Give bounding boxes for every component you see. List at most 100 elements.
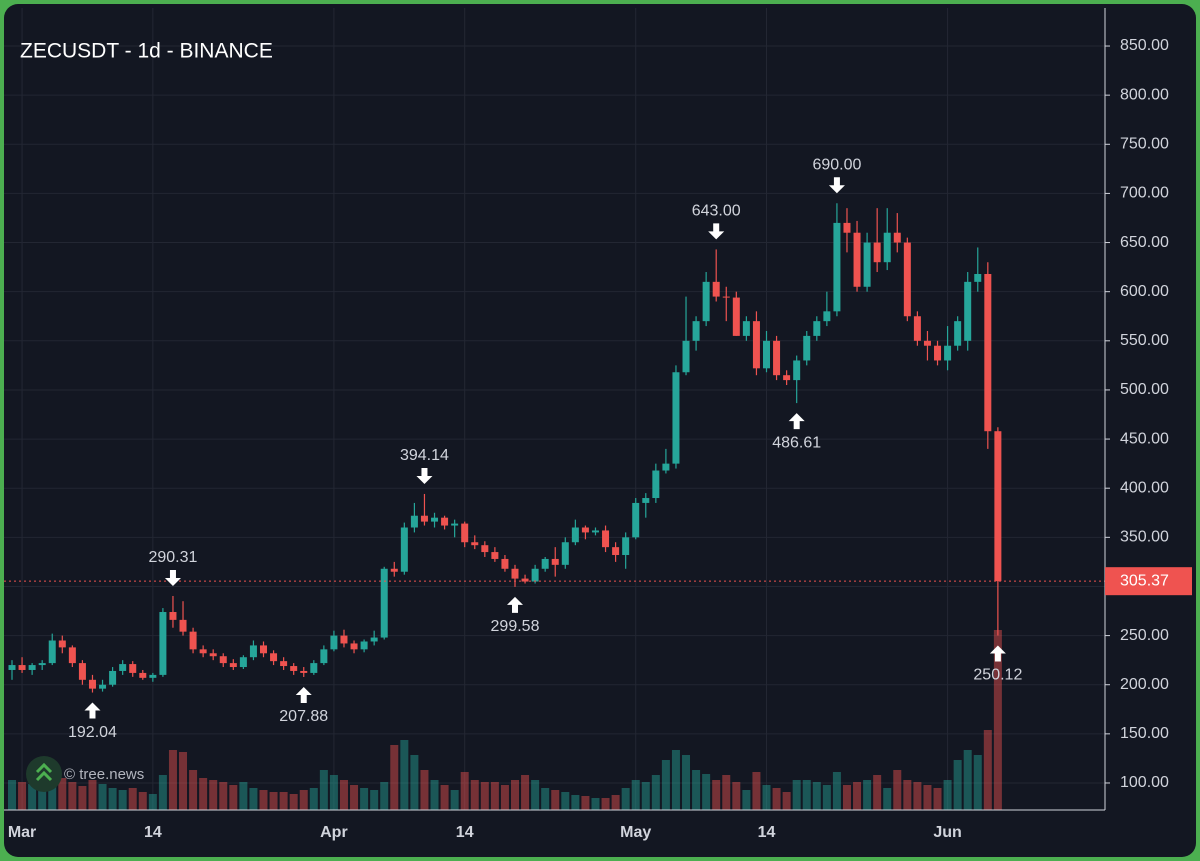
candle-body: [68, 647, 76, 664]
volume-bar: [148, 794, 157, 810]
volume-bar: [752, 772, 761, 810]
candle-body: [38, 663, 46, 666]
volume-bar: [289, 794, 298, 810]
x-tick-label: 14: [456, 824, 474, 841]
candle-body: [189, 631, 197, 650]
y-tick-label: 850.00: [1120, 37, 1169, 54]
volume-bar: [621, 788, 630, 810]
arrow-down: [828, 177, 845, 194]
volume-bar: [249, 788, 258, 810]
volume-bar: [118, 790, 127, 810]
candle-body: [974, 273, 982, 282]
annotation-label: 394.14: [400, 447, 449, 464]
volume-bar: [279, 792, 288, 810]
candle-body: [350, 643, 358, 650]
candle-body: [119, 664, 127, 671]
volume-bar: [822, 785, 831, 810]
volume-bar: [742, 790, 751, 810]
volume-bar: [420, 770, 429, 810]
arrow-up: [295, 686, 312, 703]
candle-body: [219, 656, 227, 664]
y-tick-label: 600.00: [1120, 283, 1169, 300]
volume-bar: [983, 730, 992, 810]
volume-bar: [440, 785, 449, 810]
candle-body: [934, 345, 942, 361]
candle-body: [280, 661, 288, 667]
candle-body: [742, 321, 750, 336]
candle-body: [883, 232, 891, 263]
volume-bar: [470, 780, 479, 810]
x-tick-label: 14: [144, 824, 162, 841]
candle-body: [722, 296, 730, 298]
volume-bar: [551, 790, 560, 810]
volume-bar: [943, 780, 952, 810]
candle-body: [249, 645, 257, 658]
arrow-up: [989, 645, 1006, 662]
candle-body: [773, 340, 781, 376]
volume-bar: [239, 782, 248, 810]
annotation-label: 486.61: [772, 434, 821, 451]
volume-bar: [128, 788, 137, 810]
arrow-up: [84, 702, 101, 719]
candle-body: [199, 649, 207, 654]
volume-bar: [138, 792, 147, 810]
candle-body: [290, 666, 298, 671]
candle-body: [88, 679, 96, 689]
x-tick-label: Mar: [8, 824, 36, 841]
volume-bar: [933, 788, 942, 810]
candle-body: [431, 517, 439, 522]
volume-bar: [219, 782, 228, 810]
candle-body: [109, 670, 117, 685]
candle-body: [461, 523, 469, 543]
annotation-label: 690.00: [812, 156, 861, 173]
x-tick-label: Jun: [933, 824, 961, 841]
candle-body: [159, 612, 167, 675]
candle-body: [229, 663, 237, 668]
volume-bar: [581, 796, 590, 810]
candle-body: [622, 537, 630, 556]
volume-bar: [561, 792, 570, 810]
candle-body: [420, 515, 428, 522]
volume-bar: [953, 760, 962, 810]
volume-bar: [923, 785, 932, 810]
volume-bar: [229, 785, 238, 810]
volume-bar: [490, 782, 499, 810]
candle-body: [511, 568, 519, 579]
arrow-down: [416, 467, 433, 484]
candle-body: [179, 619, 187, 632]
candle-body: [239, 657, 247, 668]
candle-body: [400, 527, 408, 572]
volume-bar: [38, 780, 47, 810]
volume-bar: [873, 775, 882, 810]
candle-body: [642, 498, 650, 503]
volume-bar: [863, 780, 872, 810]
volume-bar: [68, 782, 77, 810]
volume-bar: [591, 798, 600, 810]
annotations: 192.04 290.31 207.88 394.14 299.58 643.00 486.…: [4, 156, 1105, 741]
candle-body: [873, 242, 881, 263]
volume-bar: [269, 792, 278, 810]
candle-body: [903, 242, 911, 317]
candle-body: [813, 321, 821, 336]
volume-bar: [450, 790, 459, 810]
candle-body: [360, 641, 368, 650]
candle-body: [612, 547, 620, 556]
candle-body: [602, 530, 610, 548]
y-tick-label: 100.00: [1120, 774, 1169, 791]
candle-body: [78, 663, 86, 680]
watermark-text: © tree.news: [64, 766, 144, 783]
volume-bar: [571, 795, 580, 810]
candle-body: [682, 340, 690, 373]
candle-body: [18, 665, 26, 670]
candle-body: [521, 578, 529, 582]
volume-bar: [631, 780, 640, 810]
candle-body: [370, 637, 378, 642]
candle-body: [99, 684, 107, 689]
volume-bar: [319, 770, 328, 810]
y-tick-label: 500.00: [1120, 381, 1169, 398]
volume-bar: [812, 782, 821, 810]
volume-bar: [722, 775, 731, 810]
candle-body: [139, 672, 147, 678]
candle-body: [491, 552, 499, 559]
